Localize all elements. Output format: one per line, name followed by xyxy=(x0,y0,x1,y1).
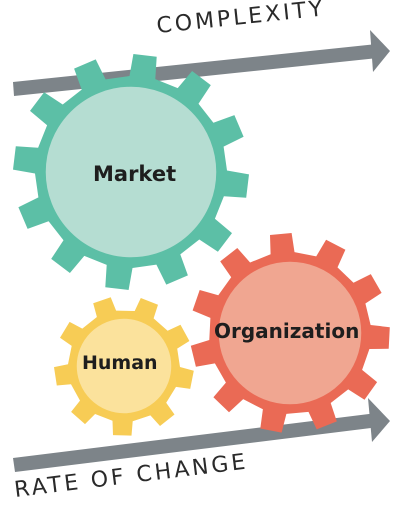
organization-gear-face xyxy=(217,260,363,406)
market-gear xyxy=(13,54,249,290)
organization-gear-label: Organization xyxy=(214,319,360,343)
rate-of-change-arrow-head xyxy=(368,398,390,442)
human-gear-face xyxy=(75,317,173,415)
rate-of-change-arrow-shaft xyxy=(13,413,379,472)
organization-gear xyxy=(190,233,390,433)
market-gear-face xyxy=(44,85,218,259)
market-gear-label: Market xyxy=(93,162,177,186)
rate-of-change-arrow xyxy=(13,398,390,472)
complexity-arrow-head xyxy=(370,30,390,72)
human-gear-label: Human xyxy=(82,352,158,374)
human-gear xyxy=(54,297,194,436)
